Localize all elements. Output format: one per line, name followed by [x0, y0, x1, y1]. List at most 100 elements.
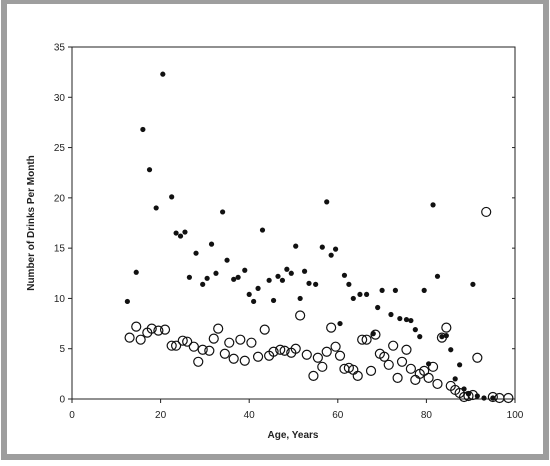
- filled-point-39: [332, 246, 339, 252]
- open-point-49: [379, 351, 390, 362]
- x-tick-label-2: 40: [244, 410, 256, 421]
- open-point-72: [487, 391, 498, 403]
- x-tick-label-4: 80: [421, 410, 433, 421]
- open-point-52: [392, 372, 403, 383]
- filled-point-26: [270, 297, 277, 304]
- open-point-74: [503, 392, 514, 404]
- open-point-15: [208, 333, 219, 344]
- open-point-51: [388, 340, 399, 351]
- open-point-0: [124, 332, 135, 343]
- open-point-39: [334, 350, 346, 361]
- open-point-59: [423, 372, 434, 383]
- filled-point-48: [379, 287, 385, 293]
- filled-point-50: [392, 287, 398, 293]
- filled-point-23: [255, 285, 261, 291]
- filled-point-8: [177, 233, 184, 239]
- filled-point-16: [220, 209, 226, 215]
- filled-point-25: [266, 277, 272, 283]
- filled-point-10: [186, 274, 192, 280]
- open-point-7: [166, 340, 177, 351]
- filled-point-20: [242, 267, 248, 273]
- open-point-16: [213, 323, 224, 334]
- filled-point-4: [153, 205, 159, 211]
- open-point-35: [317, 361, 328, 372]
- filled-point-57: [426, 361, 432, 367]
- data-marks: [124, 71, 514, 404]
- open-point-50: [383, 359, 394, 370]
- y-tick-label-3: 15: [54, 244, 66, 255]
- filled-point-11: [193, 250, 199, 256]
- filled-point-33: [301, 268, 308, 274]
- x-tick-label-0: 0: [69, 410, 75, 421]
- filled-point-35: [313, 281, 319, 287]
- open-point-46: [365, 365, 377, 376]
- open-point-28: [279, 345, 290, 356]
- filled-point-63: [452, 376, 458, 382]
- y-tick-label-6: 30: [54, 93, 66, 104]
- open-point-13: [197, 344, 208, 355]
- filled-point-19: [235, 274, 241, 280]
- open-point-30: [290, 343, 301, 354]
- open-point-31: [295, 310, 306, 321]
- x-tick-label-1: 20: [155, 410, 167, 421]
- filled-point-64: [457, 362, 463, 368]
- filled-point-27: [275, 273, 281, 279]
- filled-point-22: [251, 298, 257, 305]
- open-point-21: [239, 355, 250, 366]
- filled-point-31: [293, 243, 299, 249]
- open-point-10: [182, 336, 193, 347]
- filled-point-28: [279, 277, 286, 283]
- filled-point-40: [337, 320, 343, 327]
- filled-point-24: [259, 227, 266, 233]
- open-point-69: [467, 389, 479, 401]
- filled-point-17: [224, 257, 230, 263]
- filled-point-53: [408, 317, 414, 324]
- open-point-34: [312, 352, 323, 363]
- y-axis-title: Number of Drinks Per Month: [26, 155, 37, 291]
- filled-point-3: [146, 167, 153, 173]
- open-point-23: [252, 351, 264, 362]
- open-point-24: [259, 324, 270, 335]
- open-point-38: [330, 341, 341, 352]
- filled-point-18: [231, 276, 237, 282]
- filled-point-70: [490, 395, 496, 401]
- filled-point-12: [200, 281, 206, 287]
- filled-point-44: [357, 291, 363, 298]
- x-tick-label-3: 60: [332, 410, 344, 421]
- open-point-14: [204, 345, 215, 356]
- open-point-5: [153, 325, 164, 336]
- open-point-60: [427, 361, 439, 372]
- open-point-6: [159, 324, 171, 335]
- open-point-17: [219, 348, 230, 359]
- open-point-20: [235, 334, 246, 345]
- filled-point-13: [204, 275, 210, 281]
- open-point-37: [326, 322, 337, 333]
- open-point-8: [171, 340, 182, 351]
- filled-point-47: [375, 304, 381, 311]
- filled-point-21: [246, 291, 252, 298]
- open-point-44: [357, 334, 368, 345]
- open-point-32: [301, 349, 312, 360]
- open-point-33: [308, 370, 319, 381]
- open-point-22: [246, 337, 257, 348]
- open-point-58: [419, 365, 430, 376]
- y-tick-label-5: 25: [54, 143, 66, 154]
- filled-point-58: [430, 202, 436, 208]
- filled-point-69: [481, 395, 487, 401]
- filled-point-32: [297, 295, 303, 302]
- open-point-47: [370, 329, 381, 340]
- open-point-61: [432, 378, 443, 390]
- open-point-26: [268, 346, 279, 357]
- axis-tick-labels: 0 20 40 60 80 100 0 5 10 15 20 25 30 35: [54, 43, 524, 422]
- open-point-68: [463, 390, 474, 402]
- filled-point-59: [434, 273, 441, 279]
- filled-point-55: [417, 334, 423, 340]
- plot-area: [71, 46, 516, 400]
- filled-point-41: [341, 272, 348, 278]
- filled-point-6: [169, 194, 175, 200]
- y-tick-label-0: 0: [59, 395, 65, 406]
- open-point-53: [396, 356, 408, 367]
- open-point-9: [177, 335, 188, 346]
- x-axis-title: Age, Years: [268, 430, 319, 441]
- open-point-19: [228, 353, 239, 364]
